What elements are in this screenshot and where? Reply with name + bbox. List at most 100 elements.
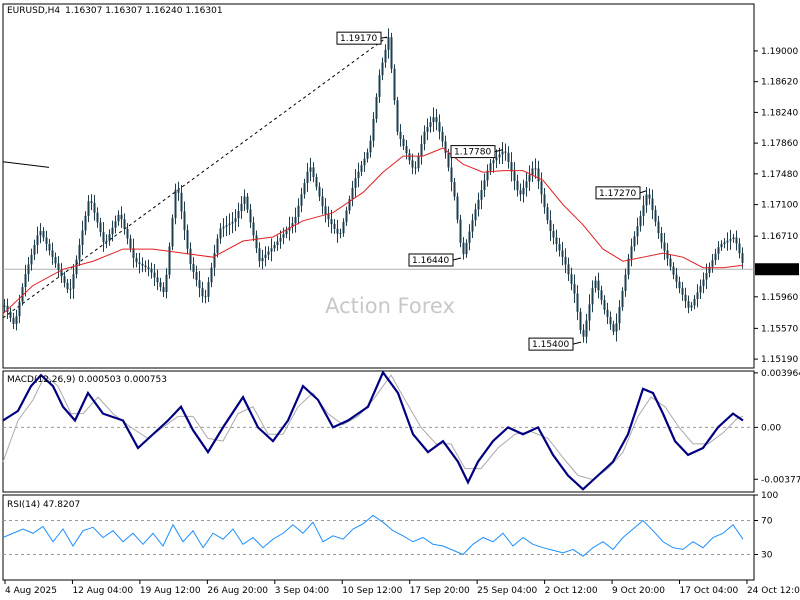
candle-body — [717, 247, 720, 254]
annotation-label: 1.17780 — [454, 148, 491, 158]
time-tick-label: 3 Sep 04:00 — [275, 586, 330, 596]
price-tick-label: 1.17480 — [761, 170, 798, 180]
candle-body — [120, 214, 123, 220]
annotation-label: 1.16440 — [412, 256, 449, 266]
time-tick-label: 24 Oct 12:00 — [747, 586, 800, 596]
annotation-leader — [494, 149, 504, 153]
candle-body — [132, 248, 135, 258]
candle-body — [693, 298, 696, 306]
candle-body — [21, 287, 24, 302]
price-tick-label: 1.15570 — [761, 324, 798, 334]
candle-body — [123, 219, 126, 229]
candle-body — [537, 168, 540, 182]
candle-body — [282, 234, 285, 238]
candle-body — [672, 266, 675, 275]
candle-body — [345, 210, 348, 222]
candle-body — [84, 215, 87, 231]
watermark-text: Action Forex — [325, 294, 455, 318]
candle-body — [237, 211, 240, 219]
candle-body — [738, 243, 741, 254]
candle-body — [384, 49, 387, 63]
candle-body — [477, 199, 480, 210]
candle-body — [168, 246, 171, 275]
candle-body — [681, 288, 684, 295]
candle-body — [105, 240, 108, 242]
candle-body — [285, 230, 288, 235]
candle-body — [564, 256, 567, 265]
candle-body — [483, 180, 486, 191]
rsi-panel-frame — [2, 494, 755, 581]
candle-body — [522, 187, 525, 195]
candle-body — [465, 242, 468, 255]
candle-body — [459, 219, 462, 243]
candle-body — [591, 288, 594, 305]
candle-body — [474, 209, 477, 221]
rsi-line — [2, 514, 744, 557]
time-tick-label: 2 Oct 12:00 — [545, 586, 598, 596]
candle-body — [378, 75, 381, 98]
candle-body — [213, 253, 216, 268]
candle-body — [291, 223, 294, 227]
candle-body — [225, 225, 228, 227]
candle-body — [186, 230, 189, 249]
candle-body — [63, 276, 66, 283]
candle-body — [558, 243, 561, 251]
macd-panel: 0.003964 0.00 -0.003774 — [2, 369, 800, 491]
candle-body — [294, 217, 297, 224]
candle-body — [600, 290, 603, 301]
time-tick-label: 9 Oct 20:00 — [612, 586, 665, 596]
candle-body — [24, 274, 27, 288]
candle-body — [366, 152, 369, 159]
candle-body — [339, 233, 342, 235]
candle-body — [150, 268, 153, 273]
candle-body — [387, 37, 390, 50]
annotation-box — [595, 186, 641, 200]
candle-body — [489, 163, 492, 171]
candle-body — [42, 231, 45, 238]
rsi-tick-label: 70 — [761, 517, 773, 527]
candle-body — [690, 305, 693, 308]
candle-body — [429, 122, 432, 127]
candle-body — [540, 181, 543, 195]
candle-body — [102, 232, 105, 242]
candle-body — [159, 282, 162, 288]
candle-body — [399, 131, 402, 139]
candle-body — [609, 317, 612, 325]
candle-body — [645, 194, 648, 206]
candle-body — [267, 251, 270, 255]
time-tick-label: 19 Aug 12:00 — [140, 586, 201, 596]
candle-body — [585, 320, 588, 337]
candle-body — [312, 167, 315, 178]
annotation-box — [450, 145, 496, 159]
candle-body — [288, 226, 291, 231]
macd-header-text: MACD(12,26,9) 0.000503 0.000753 — [7, 375, 167, 385]
candle-body — [495, 157, 498, 161]
candle-body — [69, 288, 72, 290]
candle-body — [87, 201, 90, 216]
candle-body — [111, 227, 114, 235]
macd-tick-label: -0.003774 — [761, 475, 800, 485]
candle-body — [501, 151, 504, 155]
annotation-label: 1.19170 — [340, 34, 377, 44]
candle-body — [393, 68, 396, 101]
price-tick-label: 1.18620 — [761, 78, 798, 88]
candle-body — [249, 209, 252, 223]
candle-body — [216, 238, 219, 254]
candle-body — [330, 219, 333, 225]
macd-panel-frame — [2, 370, 755, 493]
price-tick-label: 1.15190 — [761, 355, 798, 365]
candle-body — [684, 294, 687, 302]
candle-body — [567, 264, 570, 275]
candle-body — [492, 160, 495, 164]
macd-tick-label: 0.00 — [761, 423, 781, 433]
candle-body — [423, 131, 426, 144]
candle-body — [27, 264, 30, 275]
price-panel: 1.16301 1.19170 1.17780 1.16440 1.17270 1.154… — [2, 28, 799, 351]
candle-body — [624, 274, 627, 291]
candle-body — [12, 317, 15, 324]
candle-body — [720, 243, 723, 248]
candle-body — [573, 283, 576, 294]
candle-body — [144, 265, 147, 268]
candle-body — [420, 143, 423, 157]
candle-body — [78, 245, 81, 260]
